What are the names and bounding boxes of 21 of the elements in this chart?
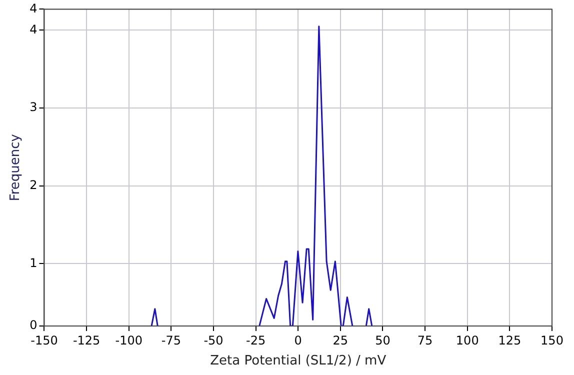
x-tick-label: -25 [246, 333, 266, 348]
x-tick-label: 0 [294, 333, 302, 348]
x-tick-label: -75 [161, 333, 181, 348]
x-tick-label: -100 [115, 333, 142, 348]
x-tick-label: 50 [375, 333, 390, 348]
y-axis-title: Frequency [8, 134, 24, 202]
y-tick-label: 4 [30, 1, 38, 16]
x-axis-title: Zeta Potential (SL1/2) / mV [210, 354, 386, 369]
x-tick-label: 75 [417, 333, 433, 348]
x-tick-label: 150 [540, 333, 564, 348]
x-tick-label: -150 [30, 333, 58, 348]
x-tick-label: 125 [498, 333, 522, 348]
x-tick-label: -50 [204, 333, 224, 348]
y-tick-label: 3 [30, 100, 38, 114]
x-tick-label: -125 [72, 333, 100, 348]
y-tick-label: 4 [30, 22, 38, 36]
y-tick-label: 1 [30, 256, 38, 270]
y-tick-label: 2 [30, 178, 38, 192]
y-tick-label: 0 [30, 318, 38, 332]
x-tick-label: 25 [332, 333, 348, 348]
x-tick-label: 100 [456, 333, 479, 348]
